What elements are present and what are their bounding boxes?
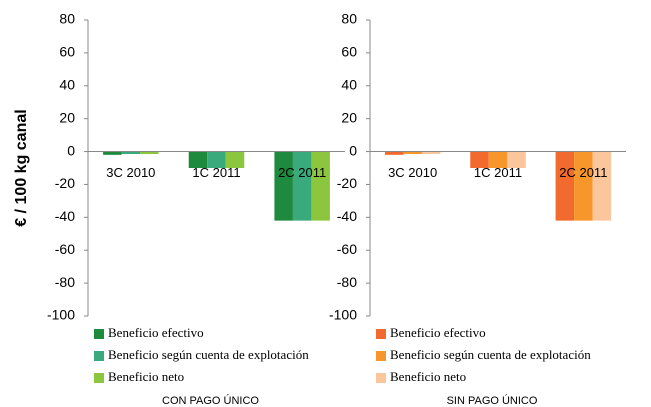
x-tick-label: 3C 2010 (106, 165, 155, 180)
chart-caption: CON PAGO ÚNICO (162, 394, 259, 407)
y-tick-label: -60 (337, 241, 357, 257)
legend-label: Beneficio efectivo (390, 325, 486, 340)
bar (274, 151, 293, 221)
y-tick-label: 20 (341, 109, 357, 125)
bar (188, 151, 208, 168)
bar (292, 151, 312, 221)
bar (555, 151, 575, 221)
bar (470, 151, 489, 168)
bar (207, 151, 226, 168)
legend-swatch (376, 373, 386, 383)
bar (121, 151, 141, 155)
x-tick-label: 1C 2011 (474, 165, 522, 180)
legend-label: Beneficio según cuenta de explotación (390, 347, 591, 362)
legend-label: Beneficio efectivo (108, 325, 204, 340)
y-tick-label: -20 (337, 175, 357, 191)
y-tick-label: 80 (341, 11, 357, 27)
bar (592, 151, 612, 221)
bar (507, 151, 526, 168)
x-tick-label: 2C 2011 (278, 165, 326, 180)
y-tick-label: 60 (59, 44, 75, 60)
chart-caption: SIN PAGO ÚNICO (447, 394, 538, 407)
bar (384, 151, 404, 155)
y-tick-label: -100 (329, 307, 357, 323)
y-tick-label: -40 (55, 208, 75, 224)
y-tick-label: -80 (55, 274, 75, 290)
legend-swatch (376, 351, 386, 361)
bar (103, 151, 122, 155)
legend-label: Beneficio según cuenta de explotación (108, 347, 309, 362)
legend-label: Beneficio neto (390, 369, 466, 384)
legend-swatch (94, 351, 104, 361)
y-tick-label: 0 (349, 142, 357, 158)
y-tick-label: 40 (341, 76, 357, 92)
y-tick-label: -40 (337, 208, 357, 224)
bar (311, 151, 330, 221)
y-tick-label: -80 (337, 274, 357, 290)
y-tick-label: -60 (55, 241, 75, 257)
legend-swatch (94, 373, 104, 383)
y-tick-label: 0 (67, 142, 75, 158)
bar (488, 151, 508, 168)
legend-swatch (94, 329, 104, 339)
y-tick-label: -20 (55, 175, 75, 191)
y-tick-label: -100 (47, 307, 75, 323)
legend-label: Beneficio neto (108, 369, 184, 384)
legend-swatch (376, 329, 386, 339)
bar (225, 151, 245, 168)
bar (140, 151, 159, 155)
y-tick-label: 60 (341, 44, 357, 60)
y-axis-label: € / 100 kg canal (13, 109, 30, 226)
x-tick-label: 3C 2010 (388, 165, 437, 180)
bar (574, 151, 593, 221)
bar (421, 151, 441, 155)
x-tick-label: 1C 2011 (192, 165, 240, 180)
y-tick-label: 40 (59, 76, 75, 92)
x-tick-label: 2C 2011 (559, 165, 607, 180)
y-tick-label: 20 (59, 109, 75, 125)
bar (403, 151, 422, 155)
y-tick-label: 80 (59, 11, 75, 27)
